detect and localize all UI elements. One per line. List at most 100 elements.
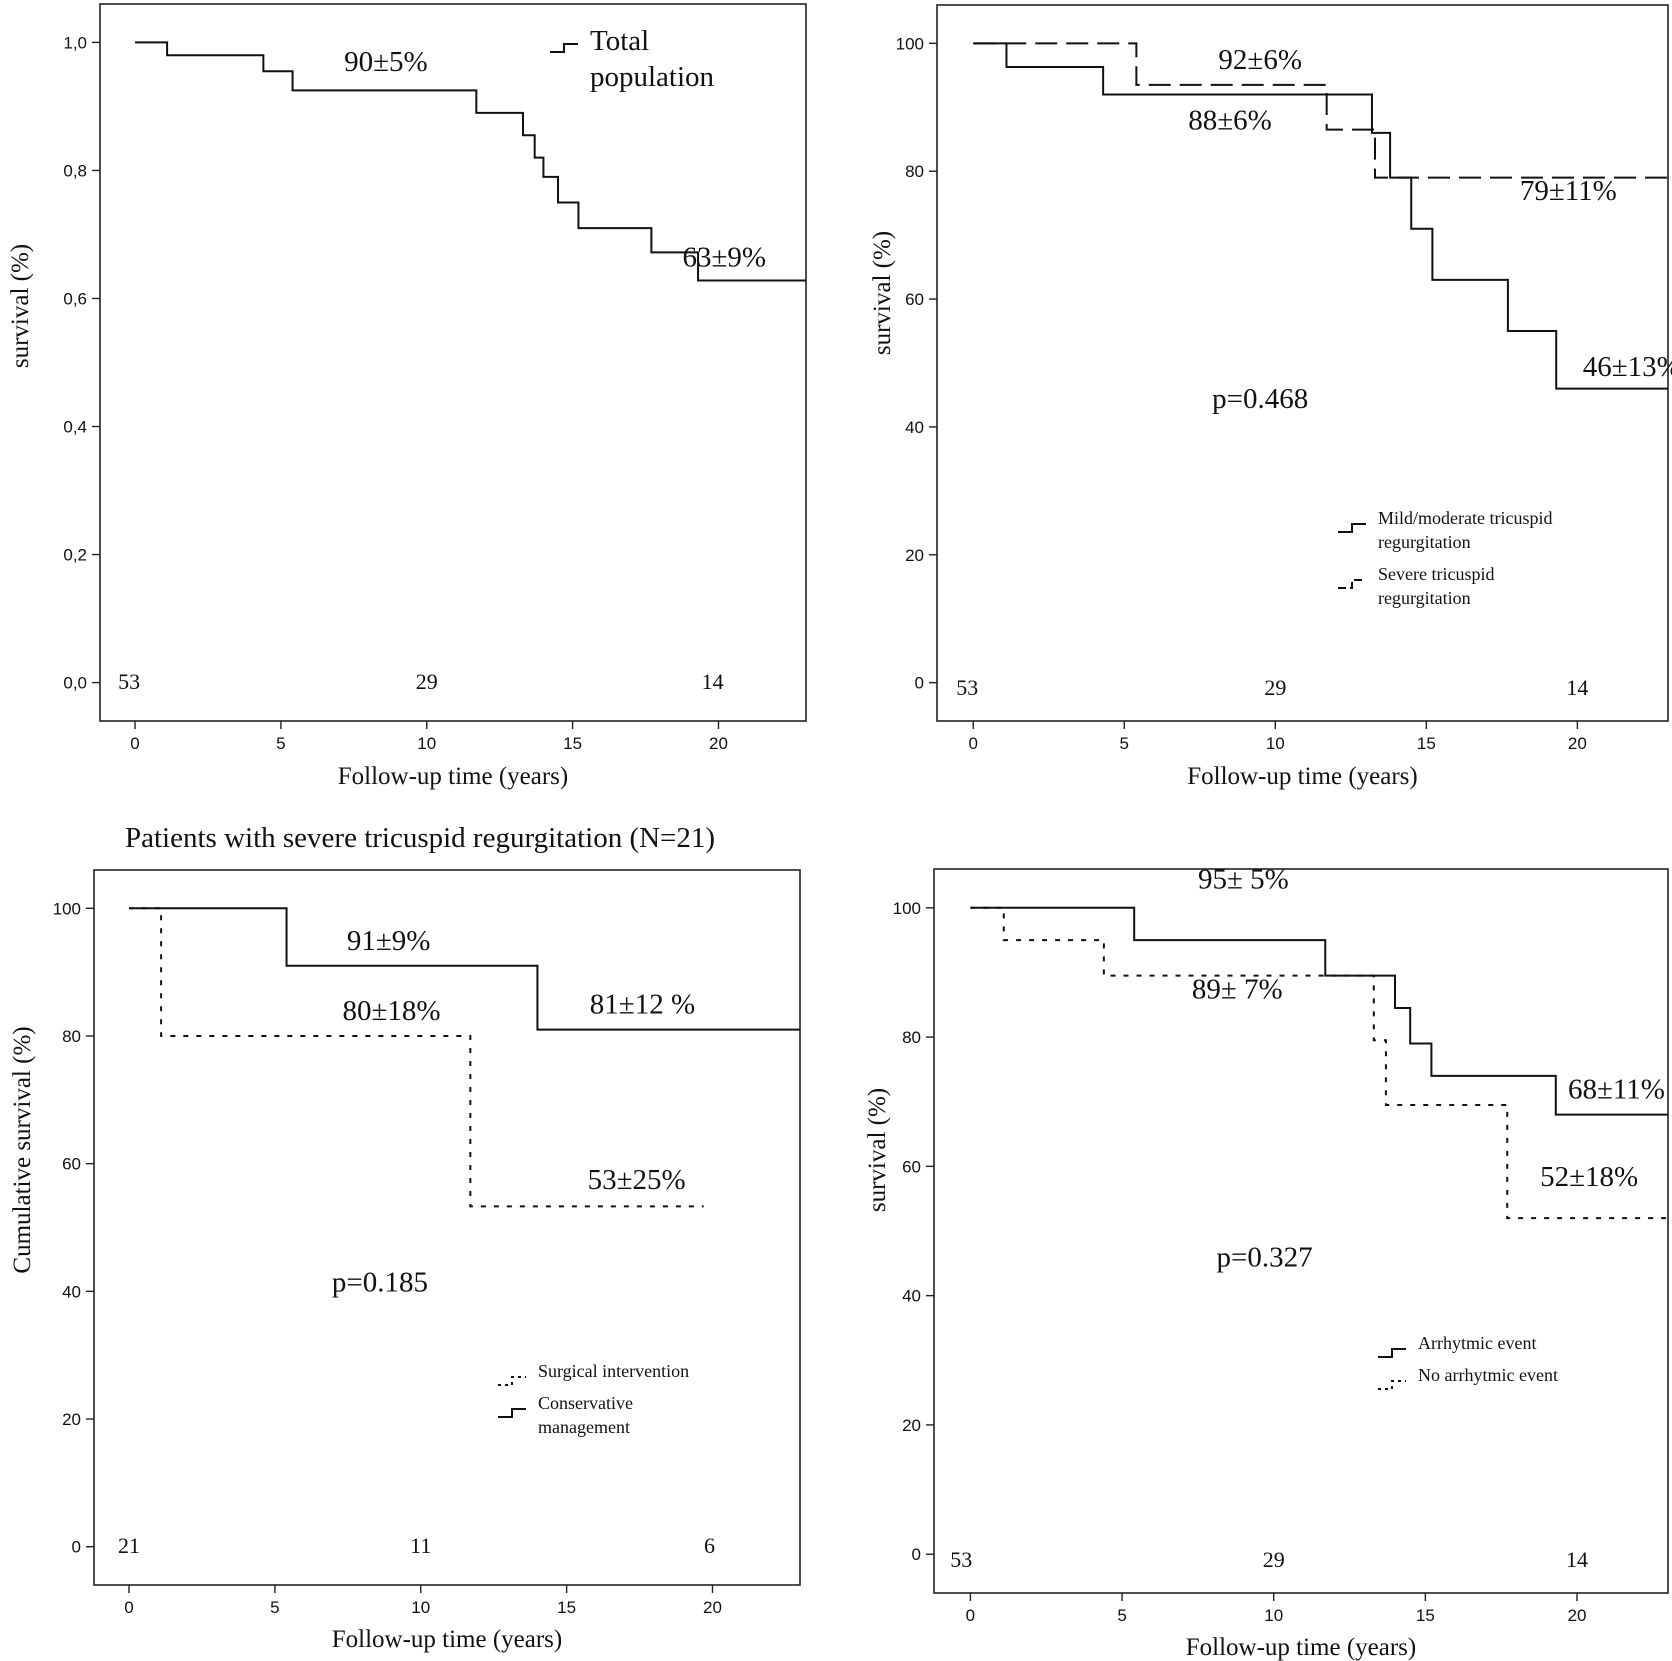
- legend-swatch-dashed: [1338, 579, 1366, 589]
- y-tick-label: 20: [902, 1416, 921, 1435]
- legend-swatch-solid: [1338, 523, 1366, 533]
- p-value-label: p=0.185: [332, 1266, 428, 1298]
- y-tick-label: 0: [915, 674, 924, 693]
- x-tick-label: 10: [1264, 1606, 1283, 1625]
- plot-frame: [936, 4, 1669, 722]
- km-chart-b: 0 5 10 15 20 0 20 40 60 80 100 Follow-up time (year…: [869, 4, 1672, 790]
- survival-estimate-label: 81±12 %: [590, 989, 695, 1021]
- y-tick-label: 0,2: [63, 546, 87, 565]
- legend-label: Total: [590, 25, 649, 57]
- y-axis-label: Cumulative survival (%): [9, 1026, 36, 1273]
- plot-frame: [99, 3, 807, 722]
- y-tick-label: 80: [902, 1028, 921, 1047]
- y-tick-label: 0,6: [63, 289, 87, 308]
- survival-estimate-label: 53±25%: [588, 1164, 686, 1196]
- y-tick-label: 100: [53, 899, 81, 918]
- survival-estimate-label: 88±6%: [1188, 105, 1272, 137]
- legend-label: Arrhytmic event: [1418, 1333, 1536, 1353]
- y-tick-label: 60: [62, 1155, 81, 1174]
- y-tick-label: 40: [902, 1287, 921, 1306]
- p-value-label: p=0.327: [1217, 1242, 1313, 1274]
- number-at-risk: 29: [1264, 675, 1286, 700]
- number-at-risk: 53: [956, 675, 978, 700]
- x-tick-label: 0: [969, 734, 978, 753]
- legend-label: Mild/moderate tricuspid: [1378, 508, 1552, 528]
- y-tick-label: 1,0: [63, 33, 87, 52]
- survival-estimate-label: 46±13%: [1583, 351, 1672, 383]
- number-at-risk: 14: [702, 669, 724, 694]
- x-tick-label: 20: [709, 734, 728, 753]
- legend-swatch-solid: [498, 1408, 526, 1418]
- y-axis-label: survival (%): [7, 244, 34, 368]
- number-at-risk: 6: [704, 1533, 715, 1558]
- y-tick-label: 40: [62, 1282, 81, 1301]
- y-tick-label: 0,0: [63, 674, 87, 693]
- number-at-risk: 14: [1566, 1547, 1588, 1572]
- x-axis-label: Follow-up time (years): [332, 1626, 563, 1653]
- survival-estimate-label: 80±18%: [343, 995, 441, 1027]
- y-tick-label: 0: [72, 1538, 81, 1557]
- survival-estimate-label: 90±5%: [344, 46, 428, 78]
- y-tick-label: 20: [62, 1410, 81, 1429]
- survival-estimate-label: 95± 5%: [1198, 863, 1289, 895]
- number-at-risk: 29: [1263, 1547, 1285, 1572]
- x-tick-label: 0: [966, 1606, 975, 1625]
- x-tick-label: 10: [411, 1598, 430, 1617]
- legend-swatch-solid: [550, 43, 578, 53]
- p-value-label: p=0.468: [1212, 383, 1308, 415]
- legend-label: No arrhytmic event: [1418, 1365, 1558, 1385]
- legend-label: Conservative: [538, 1393, 633, 1413]
- x-tick-label: 15: [557, 1598, 576, 1617]
- y-tick-label: 80: [62, 1027, 81, 1046]
- y-tick-label: 0,4: [63, 418, 87, 437]
- figure-title: Patients with severe tricuspid regurgita…: [125, 822, 715, 854]
- y-tick-label: 100: [893, 899, 921, 918]
- survival-estimate-label: 89± 7%: [1192, 973, 1283, 1005]
- km-chart-c: 0 5 10 15 20 0 20 40 60 80 100 Follow-up time (year…: [9, 869, 801, 1653]
- km-chart-d: 0 5 10 15 20 0 20 40 60 80 100 Follow-up time (year…: [864, 863, 1669, 1661]
- legend-label: Severe tricuspid: [1378, 564, 1494, 584]
- survival-curve-solid: [129, 907, 800, 1031]
- x-tick-label: 0: [124, 1598, 133, 1617]
- survival-estimate-label: 79±11%: [1520, 175, 1617, 207]
- survival-estimate-label: 91±9%: [347, 925, 431, 957]
- legend-label: Surgical intervention: [538, 1361, 689, 1381]
- x-tick-label: 0: [130, 734, 139, 753]
- legend-swatch-solid: [1378, 1348, 1406, 1358]
- x-tick-label: 15: [1416, 1606, 1435, 1625]
- plot-frame: [93, 869, 801, 1586]
- x-tick-label: 15: [1417, 734, 1436, 753]
- legend-label: management: [538, 1417, 630, 1437]
- y-tick-label: 0: [912, 1545, 921, 1564]
- survival-estimate-label: 92±6%: [1218, 44, 1302, 76]
- y-axis-label: survival (%): [869, 231, 896, 355]
- number-at-risk: 53: [950, 1547, 972, 1572]
- survival-curve-solid: [973, 42, 1668, 390]
- number-at-risk: 53: [118, 669, 140, 694]
- y-tick-label: 60: [902, 1157, 921, 1176]
- survival-estimate-label: 52±18%: [1540, 1161, 1638, 1193]
- survival-curve-dashed: [973, 42, 1668, 179]
- x-axis-label: Follow-up time (years): [338, 763, 569, 790]
- y-axis-label: survival (%): [864, 1088, 891, 1212]
- number-at-risk: 11: [410, 1533, 431, 1558]
- legend-swatch-dotted: [1378, 1380, 1406, 1390]
- y-tick-label: 0,8: [63, 161, 87, 180]
- y-tick-label: 20: [905, 546, 924, 565]
- number-at-risk: 14: [1566, 675, 1588, 700]
- legend-swatch-dotted: [498, 1376, 526, 1386]
- plot-frame: [933, 868, 1669, 1594]
- survival-curve-solid: [970, 906, 1668, 1116]
- legend-label: regurgitation: [1378, 532, 1471, 552]
- y-tick-label: 40: [905, 418, 924, 437]
- y-tick-label: 80: [905, 162, 924, 181]
- y-tick-label: 60: [905, 290, 924, 309]
- x-tick-label: 5: [1117, 1606, 1126, 1625]
- x-tick-label: 10: [1266, 734, 1285, 753]
- number-at-risk: 29: [416, 669, 438, 694]
- survival-curve-solid: [135, 41, 806, 282]
- x-tick-label: 20: [1568, 1606, 1587, 1625]
- x-tick-label: 20: [703, 1598, 722, 1617]
- x-tick-label: 10: [417, 734, 436, 753]
